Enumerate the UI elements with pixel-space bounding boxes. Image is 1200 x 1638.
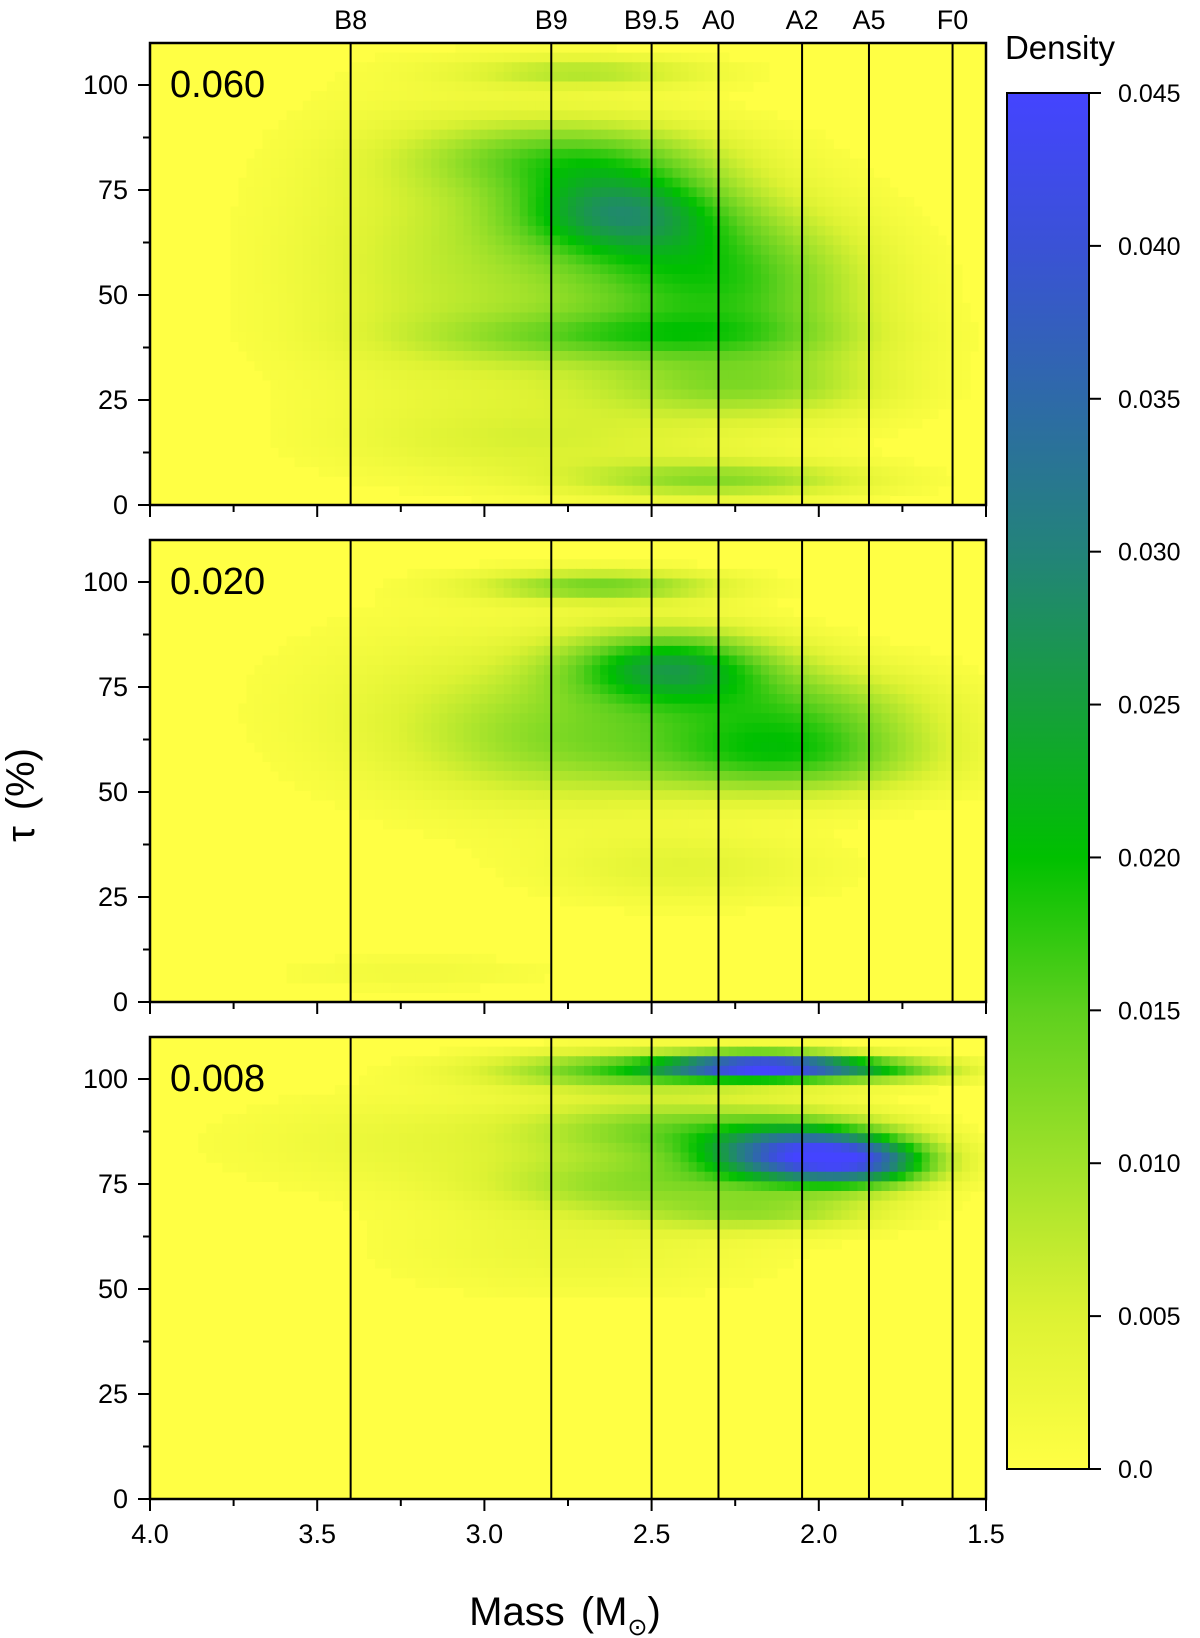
spectral-type-label: B9.5 (624, 5, 680, 35)
y-tick-label: 50 (98, 280, 128, 310)
panel-label: 0.060 (170, 64, 265, 106)
x-axis: 4.0 3.5 3.0 2.5 2.0 1.5 (131, 1519, 1005, 1549)
heatmap-panels: 0 25 50 75 100 0.060 0 25 50 75 100 0.020 0 25 50 75 100… (83, 41, 988, 1514)
heatmap-panel: 0 25 50 75 100 0.008 (83, 1035, 988, 1514)
spectral-type-label: F0 (937, 5, 969, 35)
colorbar-ticks: 0.0 0.005 0.010 0.015 0.020 0.025 0.030 0.035 0.… (1089, 80, 1181, 1484)
y-tick-label: 100 (83, 70, 128, 100)
y-tick-label: 75 (98, 672, 128, 702)
y-tick-label: 25 (98, 385, 128, 415)
spectral-type-label: A2 (786, 5, 819, 35)
colorbar-tick-label: 0.045 (1118, 80, 1181, 108)
colorbar-tick-label: 0.040 (1118, 233, 1181, 261)
y-tick-label: 75 (98, 175, 128, 205)
spectral-type-label: B8 (334, 5, 367, 35)
x-tick-label: 4.0 (131, 1519, 169, 1549)
y-axis: 0 25 50 75 100 (83, 70, 150, 520)
heatmap-panel: 0 25 50 75 100 0.020 (83, 538, 988, 1017)
panel-label: 0.008 (170, 1058, 265, 1100)
y-axis: 0 25 50 75 100 (83, 1064, 150, 1514)
colorbar-tick-label: 0.015 (1118, 997, 1181, 1025)
x-tick-label: 2.5 (633, 1519, 671, 1549)
y-tick-label: 25 (98, 1379, 128, 1409)
y-tick-label: 0 (113, 1484, 128, 1514)
colorbar-tick-label: 0.025 (1118, 692, 1181, 720)
y-tick-label: 50 (98, 1274, 128, 1304)
y-axis-title: τ (%) (0, 748, 43, 842)
y-tick-label: 25 (98, 882, 128, 912)
x-axis-title: Mass (M⊙) (469, 1590, 661, 1638)
sun-symbol: ⊙ (627, 1614, 647, 1638)
y-tick-label: 100 (83, 567, 128, 597)
spectral-type-label: A0 (702, 5, 735, 35)
y-tick-label: 0 (113, 987, 128, 1017)
x-axis-quantity: Mass (469, 1590, 565, 1634)
colorbar-tick-label: 0.035 (1118, 386, 1181, 414)
colorbar-tick-label: 0.030 (1118, 539, 1181, 567)
y-tick-label: 75 (98, 1169, 128, 1199)
density-field (150, 1037, 986, 1499)
density-field (150, 540, 986, 1002)
y-axis-unit: (%) (0, 748, 43, 810)
x-tick-label: 3.0 (466, 1519, 504, 1549)
colorbar-gradient (1006, 92, 1090, 1470)
y-tick-label: 100 (83, 1064, 128, 1094)
panel-label: 0.020 (170, 561, 265, 603)
x-tick-label: 2.0 (800, 1519, 838, 1549)
colorbar: Density 0.0 0.005 0.010 0.015 0.020 0.025 0.03… (1005, 29, 1181, 1484)
x-tick-label: 3.5 (298, 1519, 336, 1549)
x-axis-unit-close: ) (648, 1590, 661, 1634)
y-axis-symbol: τ (0, 826, 43, 842)
colorbar-tick-label: 0.020 (1118, 844, 1181, 872)
x-tick-label: 1.5 (967, 1519, 1005, 1549)
colorbar-title: Density (1005, 29, 1116, 66)
heatmap-panel: 0 25 50 75 100 0.060 (83, 41, 988, 520)
y-tick-label: 0 (113, 490, 128, 520)
colorbar-tick-label: 0.005 (1118, 1303, 1181, 1331)
density-field (150, 43, 986, 505)
spectral-type-label: B9 (535, 5, 568, 35)
x-axis-unit: (M (581, 1590, 628, 1634)
y-axis: 0 25 50 75 100 (83, 567, 150, 1017)
spectral-type-label: A5 (852, 5, 885, 35)
y-tick-label: 50 (98, 777, 128, 807)
spectral-type-labels: B8 B9 B9.5 A0 A2 A5 F0 (334, 5, 968, 35)
colorbar-tick-label: 0.010 (1118, 1150, 1181, 1178)
colorbar-tick-label: 0.0 (1118, 1456, 1153, 1484)
